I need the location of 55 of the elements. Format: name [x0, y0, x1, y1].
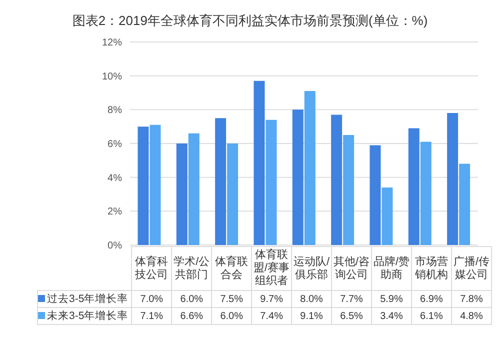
y-tick-label: 12% — [102, 38, 122, 49]
x-tick-label: 体育联合会 — [212, 246, 252, 290]
x-tick-label: 市场营销机构 — [411, 246, 452, 290]
bar — [331, 114, 342, 245]
data-label: 7.7% — [332, 290, 372, 308]
y-tick-label: 0% — [108, 240, 122, 252]
x-tick-label: 体育联盟/赛事组织者 — [252, 246, 292, 290]
bar — [420, 142, 432, 245]
bar — [459, 164, 470, 245]
bar — [176, 144, 188, 245]
bar — [382, 187, 393, 245]
data-label: 6.6% — [172, 308, 212, 324]
legend-label: 过去3-5年增长率 — [38, 290, 132, 308]
x-tick-label: 其他/咨询公司 — [332, 246, 372, 290]
data-label: 8.0% — [292, 290, 332, 308]
x-tick-label: 体育科技公司 — [132, 246, 172, 290]
bar — [292, 110, 304, 245]
data-label: 5.9% — [372, 290, 412, 308]
data-label: 7.1% — [132, 308, 172, 324]
data-label: 4.8% — [451, 308, 492, 324]
data-label: 6.9% — [411, 290, 452, 308]
bar — [138, 126, 149, 245]
bar — [408, 128, 420, 245]
bar — [370, 145, 381, 245]
y-tick-label: 4% — [108, 172, 122, 184]
data-label: 7.4% — [252, 308, 292, 324]
data-label: 7.0% — [132, 290, 172, 308]
data-label: 6.5% — [332, 308, 372, 324]
chart-title: 图表2：2019年全球体育不同利益实体市场前景预测(单位：%) — [71, 12, 429, 30]
y-tick-label: 8% — [108, 105, 122, 116]
y-tick-label: 6% — [108, 139, 122, 150]
bar — [266, 120, 277, 245]
y-tick-label: 10% — [102, 71, 122, 82]
bar — [227, 144, 238, 245]
legend-label: 未来3-5年增长率 — [38, 308, 132, 324]
data-label: 6.1% — [411, 308, 452, 324]
bar — [447, 113, 458, 245]
x-tick-label: 运动队/俱乐部 — [292, 246, 332, 290]
y-tick-label: 2% — [108, 206, 122, 218]
x-tick-label: 广播/传媒公司 — [451, 246, 492, 290]
bar — [254, 80, 265, 245]
bar — [188, 133, 200, 245]
data-label: 7.8% — [451, 290, 492, 308]
data-label: 9.1% — [292, 308, 332, 324]
bar — [304, 91, 316, 245]
x-tick-label: 品牌/赞助商 — [372, 246, 412, 290]
x-tick-label: 学术/公共部门 — [172, 246, 212, 290]
data-label: 3.4% — [372, 308, 412, 324]
bar — [343, 135, 354, 245]
data-label: 7.5% — [212, 290, 252, 308]
data-label: 9.7% — [252, 290, 292, 308]
bar — [150, 124, 161, 245]
data-label: 6.0% — [212, 308, 252, 324]
bar — [215, 118, 226, 245]
data-label: 6.0% — [172, 290, 212, 308]
